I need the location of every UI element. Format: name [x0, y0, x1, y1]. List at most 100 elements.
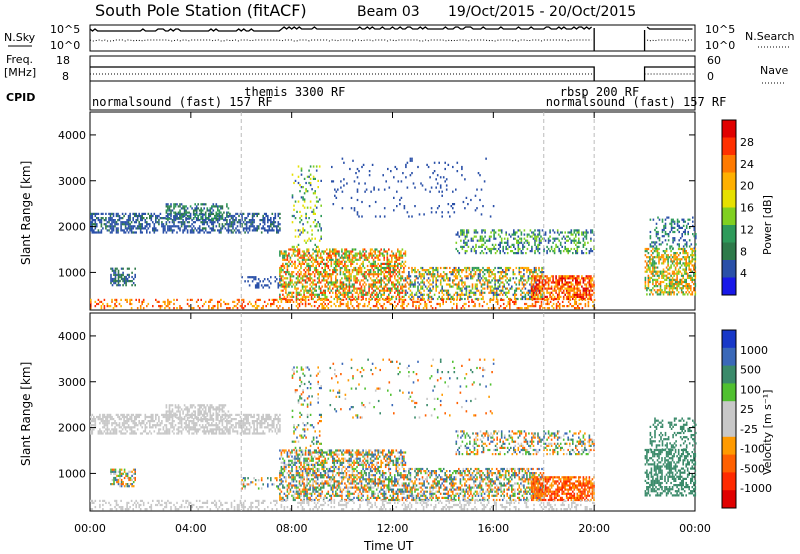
echo-cell [516, 231, 518, 234]
echo-cell [274, 217, 277, 220]
echo-cell [242, 307, 245, 310]
echo-cell [485, 279, 487, 282]
echo-cell [299, 217, 301, 220]
echo-cell [301, 258, 304, 261]
echo-cell [291, 279, 293, 282]
echo-cell [106, 229, 109, 232]
echo-cell [315, 206, 318, 209]
echo-cell [680, 264, 683, 267]
echo-cell [259, 223, 261, 226]
echo-cell [159, 217, 162, 220]
echo-cell [482, 229, 485, 232]
echo-cell [682, 230, 685, 234]
echo-cell [270, 225, 272, 228]
echo-cell [671, 276, 674, 279]
echo-cell [534, 279, 536, 282]
echo-cell [532, 293, 535, 296]
echo-cell [369, 293, 372, 296]
echo-cell [539, 307, 541, 310]
echo-cell [179, 205, 181, 208]
echo-cell [183, 214, 186, 218]
echo-cell [342, 271, 345, 274]
echo-cell [203, 213, 205, 216]
echo-cell [300, 173, 303, 176]
echo-cell [421, 285, 424, 288]
echo-cell [535, 271, 537, 274]
echo-cell [456, 283, 459, 286]
echo-cell [371, 266, 373, 270]
echo-cell [406, 277, 409, 280]
echo-cell [538, 239, 541, 242]
echo-cell [504, 293, 507, 296]
echo-cell [332, 287, 334, 290]
echo-cell [335, 305, 337, 308]
echo-cell [559, 279, 562, 282]
echo-cell [189, 205, 192, 208]
echo-cell [120, 275, 123, 279]
echo-cell [415, 271, 418, 274]
echo-cell [285, 300, 287, 303]
echo-cell [681, 235, 683, 238]
echo-cell [406, 291, 409, 294]
echo-cell [322, 307, 325, 310]
echo-cell [295, 254, 298, 257]
echo-cell [300, 297, 302, 301]
echo-cell [138, 225, 140, 228]
echo-cell [470, 277, 472, 280]
echo-cell [668, 293, 671, 296]
echo-cell [531, 289, 533, 292]
echo-cell [365, 291, 367, 294]
echo-cell [388, 277, 390, 280]
echo-cell [532, 287, 534, 290]
echo-cell [670, 228, 673, 232]
echo-cell [674, 258, 677, 261]
echo-cell [453, 271, 456, 274]
echo-cell [519, 247, 521, 251]
echo-cell [582, 239, 585, 242]
echo-cell [584, 305, 587, 308]
echo-cell [279, 271, 281, 274]
echo-cell [541, 285, 544, 288]
echo-cell [409, 297, 412, 301]
echo-cell [314, 225, 316, 228]
echo-cell [531, 305, 534, 308]
echo-cell [182, 221, 184, 224]
echo-cell [141, 217, 143, 220]
echo-cell [201, 219, 204, 222]
echo-cell [593, 285, 595, 288]
echo-cell [380, 273, 382, 276]
echo-cell [366, 269, 369, 272]
echo-cell [688, 264, 690, 267]
echo-cell [682, 287, 684, 290]
echo-cell [417, 277, 419, 280]
echo-cell [656, 247, 659, 251]
echo-cell [436, 285, 439, 288]
echo-cell [386, 256, 389, 259]
echo-cell [684, 233, 686, 236]
echo-cell [543, 291, 545, 294]
echo-cell [123, 214, 125, 218]
echo-cell [354, 252, 357, 255]
echo-cell [447, 279, 450, 282]
echo-cell [186, 217, 189, 220]
echo-cell [441, 287, 443, 290]
echo-cell [197, 227, 199, 230]
echo-cell [360, 291, 363, 294]
echo-cell [380, 283, 382, 286]
echo-cell [90, 221, 92, 224]
echo-cell [398, 254, 401, 257]
echo-cell [439, 302, 441, 306]
echo-cell [682, 247, 684, 251]
echo-cell [694, 285, 697, 288]
echo-cell [183, 229, 186, 232]
echo-cell [217, 209, 219, 212]
echo-cell [90, 227, 92, 230]
echo-cell [347, 269, 349, 272]
echo-cell [141, 223, 143, 226]
echo-cell [277, 286, 280, 289]
echo-cell [403, 298, 405, 301]
echo-cell [364, 190, 366, 193]
echo-cell [295, 266, 298, 270]
echo-cell [438, 190, 440, 193]
echo-cell [324, 302, 326, 306]
